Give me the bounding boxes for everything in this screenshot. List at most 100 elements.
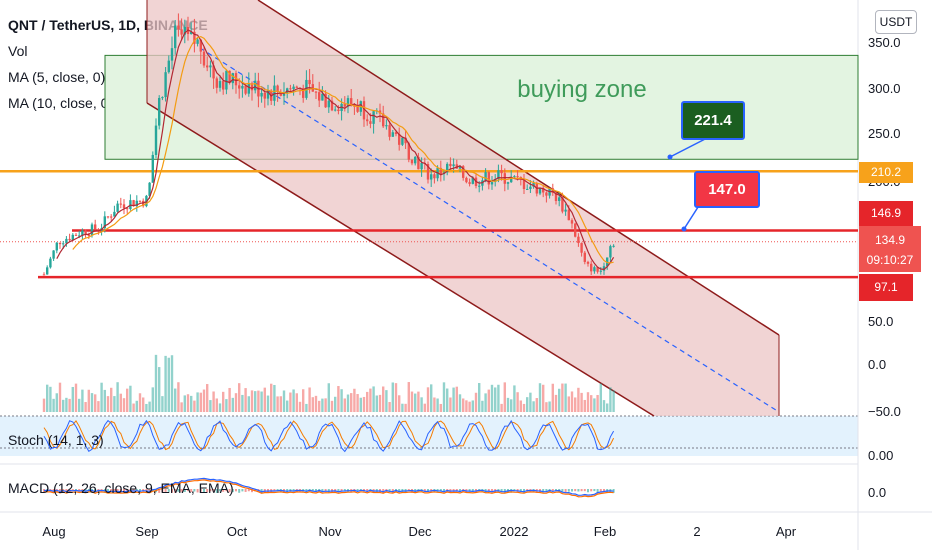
volume-bar <box>119 393 122 412</box>
volume-bar <box>612 390 615 412</box>
candle-body <box>356 106 359 112</box>
volume-bar <box>382 386 385 412</box>
macd-histogram-bar <box>382 489 385 493</box>
macd-histogram-bar <box>107 489 109 493</box>
macd-histogram-bar <box>398 489 401 493</box>
candle-body <box>164 72 167 98</box>
candle-body <box>529 186 532 189</box>
volume-bar <box>129 385 132 412</box>
candle-body <box>407 143 410 160</box>
volume-bar <box>487 389 490 412</box>
volume-bar <box>545 402 548 412</box>
volume-bar <box>500 403 503 412</box>
volume-bar <box>586 392 590 412</box>
volume-bar <box>90 393 94 412</box>
volume-bar <box>142 397 145 412</box>
candle-body <box>366 119 369 122</box>
candle-body <box>462 166 465 178</box>
candle-body <box>583 252 586 262</box>
candle-body <box>250 83 254 91</box>
candle-body <box>180 29 183 35</box>
volume-bar <box>340 389 343 412</box>
candle-body <box>337 109 340 112</box>
candle-body <box>430 174 433 180</box>
volume-bar <box>359 397 362 412</box>
volume-bar <box>494 387 497 412</box>
volume-bar <box>228 387 231 412</box>
macd-histogram-bar <box>583 489 586 492</box>
candle-body <box>567 209 570 221</box>
macd-histogram-bar <box>190 489 193 493</box>
candle-body <box>295 86 298 88</box>
volume-bar <box>212 391 215 412</box>
candle-body <box>158 97 161 126</box>
volume-bar <box>254 391 257 412</box>
time-axis-label: 2 <box>693 524 700 539</box>
macd-histogram-bar <box>78 489 81 492</box>
candle-body <box>68 238 71 241</box>
macd-histogram-bar <box>228 489 231 493</box>
macd-histogram-bar <box>577 489 580 492</box>
callout-147[interactable]: 147.0 <box>694 171 760 208</box>
macd-histogram-bar <box>161 489 164 492</box>
candle-body <box>542 187 545 193</box>
candle-body <box>183 26 186 35</box>
candle-body <box>218 81 222 88</box>
volume-bar <box>564 383 567 412</box>
candle-body <box>439 167 442 175</box>
macd-histogram-bar <box>593 489 596 492</box>
volume-bar <box>46 384 49 412</box>
volume-bar <box>273 384 276 412</box>
volume-bar <box>356 394 359 412</box>
macd-histogram-bar <box>235 489 237 492</box>
macd-histogram-bar <box>574 489 577 492</box>
volume-bar <box>177 382 180 412</box>
candle-body <box>206 65 209 68</box>
time-axis-label: Nov <box>318 524 342 539</box>
candle-body <box>330 100 334 111</box>
candle-body <box>97 229 100 231</box>
callout-221[interactable]: 221.4 <box>681 101 745 140</box>
currency-button[interactable]: USDT <box>875 10 917 34</box>
candle-body <box>292 86 295 90</box>
time-axis-label: Feb <box>594 524 616 539</box>
candle-body <box>362 101 366 120</box>
tag-red-line-top: 146.9 <box>859 201 913 226</box>
candle-body <box>321 93 324 101</box>
stoch-axis-label: 0.00 <box>868 448 893 463</box>
volume-bar <box>430 384 433 412</box>
candle-body <box>497 170 500 180</box>
candle-body <box>266 90 270 99</box>
price-axis-label: 250.0 <box>868 126 901 141</box>
volume-bar <box>439 403 442 412</box>
candle-body <box>401 137 404 145</box>
macd-histogram-bar <box>491 489 493 492</box>
macd-histogram-bar <box>596 489 599 493</box>
volume-bar <box>554 394 558 412</box>
volume-bar <box>609 387 612 412</box>
volume-bar <box>353 388 356 412</box>
volume-bar <box>241 394 244 412</box>
macd-histogram-bar <box>113 489 116 492</box>
volume-bar <box>58 382 62 412</box>
macd-histogram-bar <box>209 489 212 492</box>
volume-bar <box>542 384 545 412</box>
candle-body <box>161 97 164 99</box>
volume-bar <box>276 396 279 412</box>
macd-histogram-bar <box>455 489 458 492</box>
header-vol: Vol <box>8 43 28 59</box>
macd-histogram-bar <box>94 489 97 492</box>
volume-bar <box>174 388 177 412</box>
volume-bar <box>574 397 577 412</box>
candle-body <box>551 188 554 193</box>
candle-body <box>276 85 279 92</box>
price-axis-label: 300.0 <box>868 81 901 96</box>
volume-bar <box>84 402 87 412</box>
time-axis-label: Oct <box>227 524 248 539</box>
candle-body <box>241 85 244 89</box>
tag-current-price: 134.9 09:10:27 <box>859 226 921 272</box>
candle-body <box>126 208 129 210</box>
macd-histogram-bar <box>500 489 503 492</box>
macd-histogram-bar <box>158 489 161 493</box>
